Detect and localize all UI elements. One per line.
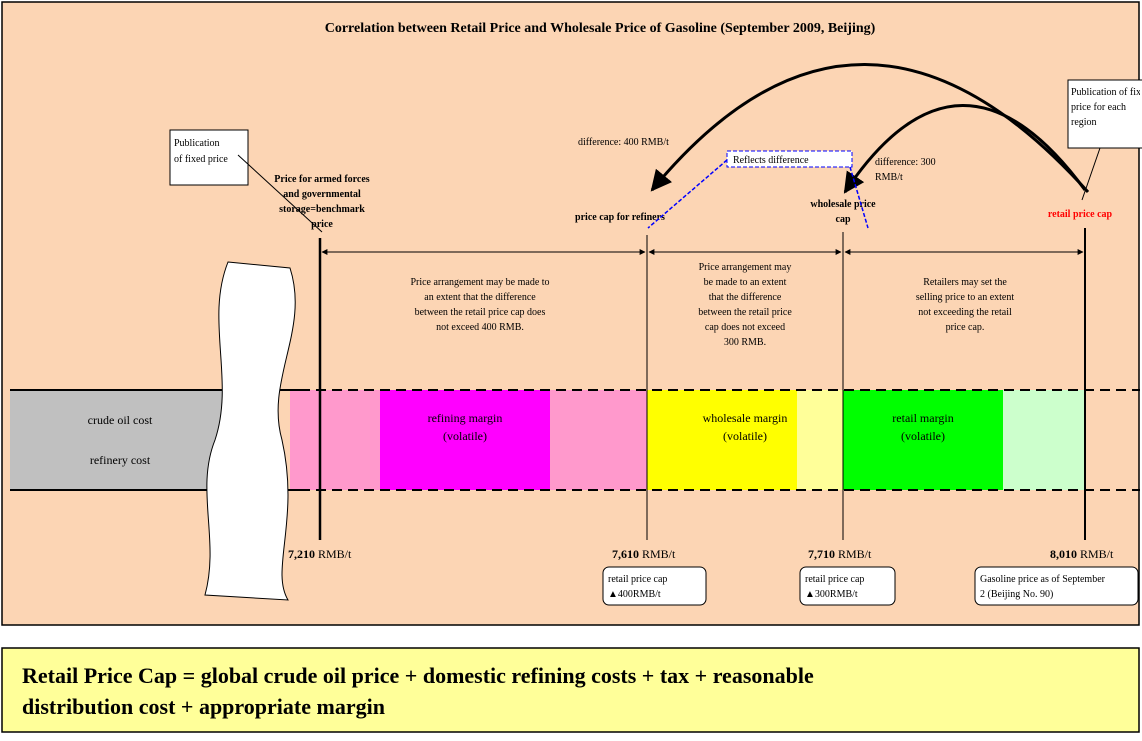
note-text: ▲300RMB/t	[805, 589, 858, 600]
formula-text: distribution cost + appropriate margin	[22, 694, 385, 719]
description: 300 RMB.	[724, 337, 766, 348]
band-label: refinery cost	[90, 453, 151, 467]
callout-text: Publication of fixed	[1071, 87, 1142, 98]
difference-arrow	[843, 104, 1087, 194]
price-value: 7,710 RMB/t	[808, 547, 872, 561]
callout-text: of fixed price	[174, 154, 228, 165]
description: Price arrangement may	[699, 262, 792, 273]
description: be made to an extent	[704, 277, 787, 288]
band-label: crude oil cost	[88, 413, 153, 427]
note-text: retail price cap	[608, 574, 667, 585]
price-value: 7,210 RMB/t	[288, 547, 352, 561]
description: Price arrangement may be made to	[410, 277, 549, 288]
note-box	[799, 566, 896, 606]
marker-label: cap	[836, 214, 851, 225]
description: cap does not exceed	[705, 322, 785, 333]
band-label: refining margin	[428, 411, 503, 425]
difference-text: RMB/t	[875, 172, 903, 183]
description: that the difference	[709, 292, 782, 303]
difference-text: difference: 400 RMB/t	[578, 137, 669, 148]
callout-box	[169, 129, 249, 186]
note-box	[974, 566, 1139, 606]
description: not exceeding the retail	[918, 307, 1012, 318]
callout-text: Publication	[174, 138, 220, 149]
reflects-line	[647, 159, 728, 229]
band-label: (volatile)	[901, 429, 945, 443]
title: Correlation between Retail Price and Who…	[325, 21, 876, 36]
note-box	[602, 566, 707, 606]
marker-label: retail price cap	[1048, 209, 1113, 220]
note-text: 2 (Beijing No. 90)	[980, 589, 1053, 600]
band-label: (volatile)	[443, 429, 487, 443]
reflects-text: Reflects difference	[733, 155, 809, 166]
formula-box	[1, 647, 1140, 733]
note-text: Gasoline price as of September	[980, 574, 1106, 585]
description: an extent that the difference	[424, 292, 536, 303]
difference-arrow	[650, 63, 1090, 194]
marker-label: Price for armed forces	[274, 174, 370, 185]
band-label: (volatile)	[723, 429, 767, 443]
callout-box	[1067, 79, 1142, 149]
break-shape	[204, 261, 296, 601]
marker-label: wholesale price	[810, 199, 876, 210]
callout-text: price for each	[1071, 102, 1126, 113]
difference-text: difference: 300	[875, 157, 936, 168]
description: price cap.	[946, 322, 985, 333]
band-label: retail margin	[892, 411, 953, 425]
band-label: wholesale margin	[703, 411, 788, 425]
marker-label: storage=benchmark	[279, 204, 365, 215]
reflects-box	[726, 150, 853, 168]
marker-label: price cap for refiners	[575, 212, 665, 223]
price-value: 7,610 RMB/t	[612, 547, 676, 561]
marker-label: price	[311, 219, 333, 230]
price-value: 8,010 RMB/t	[1050, 547, 1114, 561]
description: selling price to an extent	[916, 292, 1015, 303]
note-text: ▲400RMB/t	[608, 589, 661, 600]
formula-text: Retail Price Cap = global crude oil pric…	[22, 663, 814, 688]
description: not exceed 400 RMB.	[436, 322, 524, 333]
description: between the retail price	[698, 307, 792, 318]
callout-line	[1081, 147, 1101, 201]
marker-label: and governmental	[283, 189, 361, 200]
note-text: retail price cap	[805, 574, 864, 585]
reflects-line	[849, 166, 869, 229]
callout-line	[237, 154, 323, 233]
description: between the retail price cap does	[415, 307, 546, 318]
description: Retailers may set the	[923, 277, 1007, 288]
cost-band	[10, 389, 1140, 491]
callout-text: region	[1071, 117, 1097, 128]
